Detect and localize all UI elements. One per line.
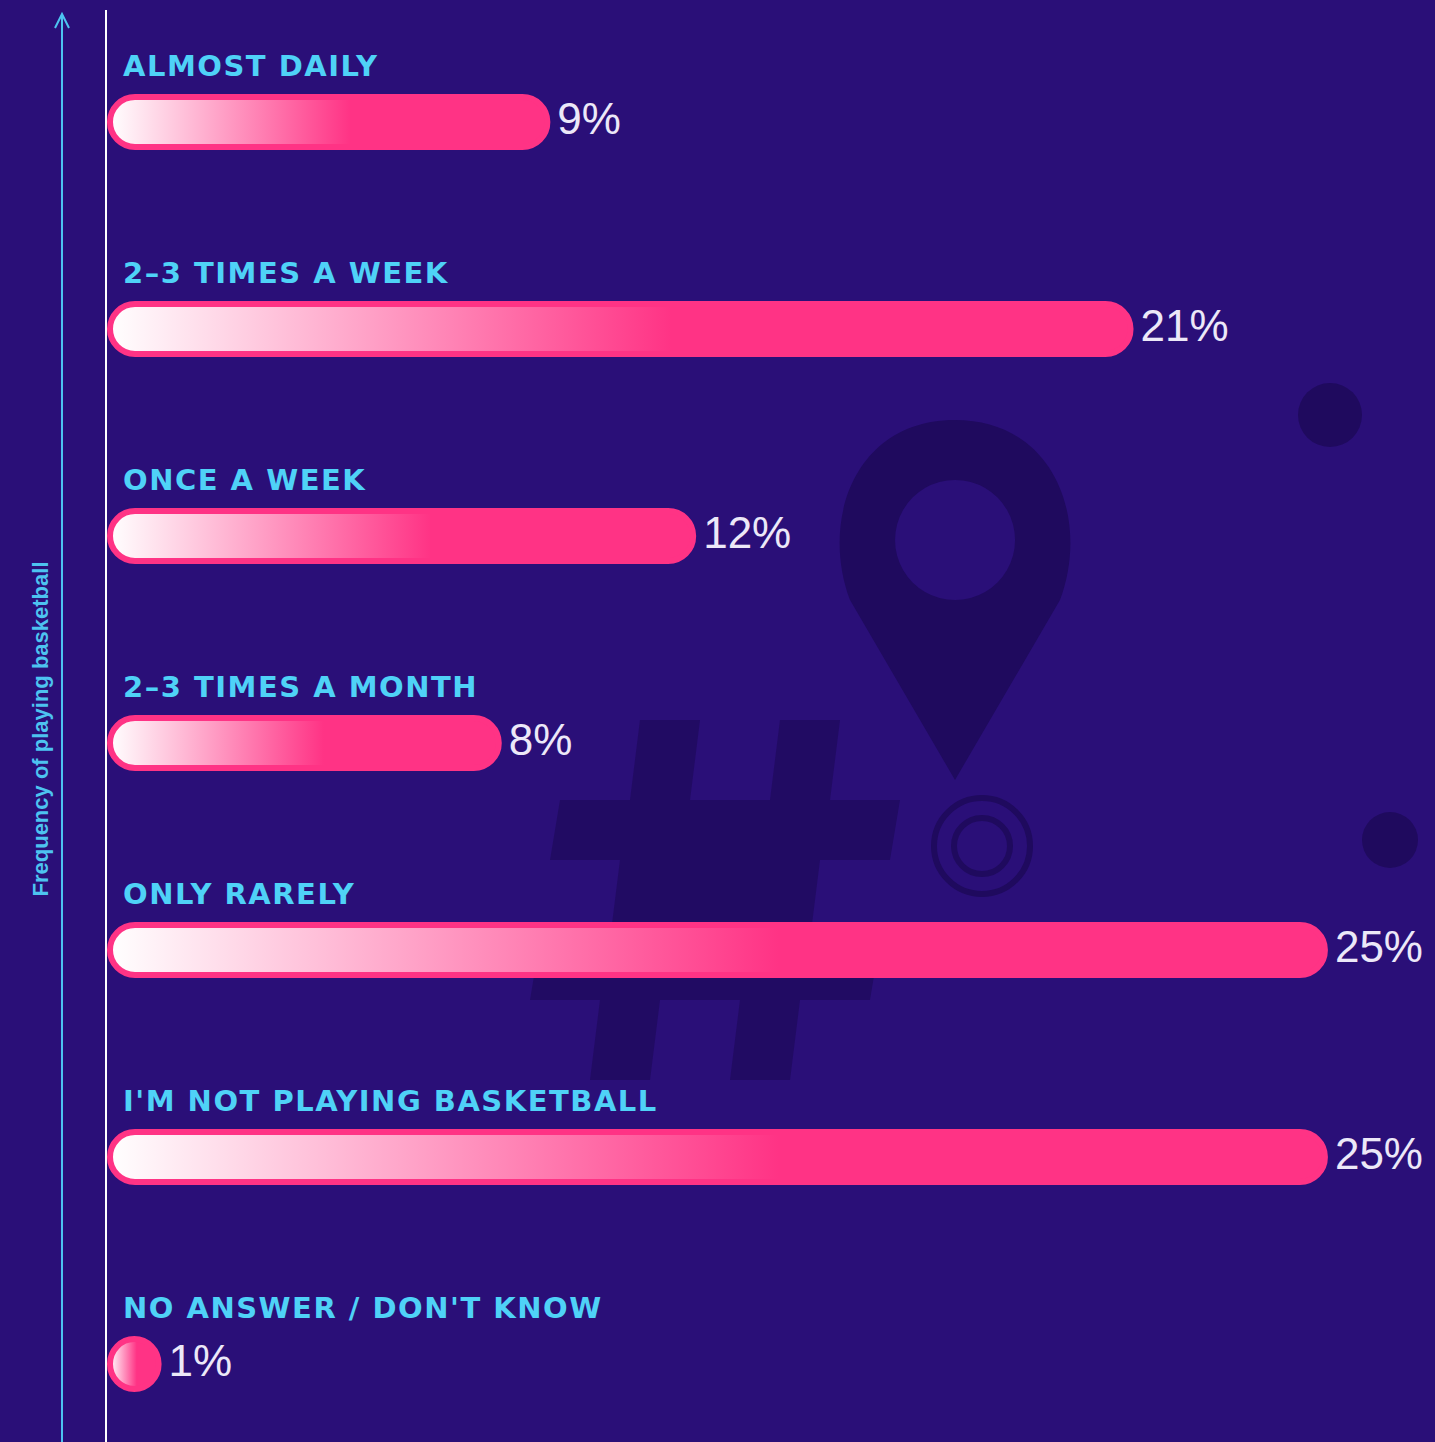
bar	[110, 511, 693, 561]
category-axis-line	[105, 10, 107, 1442]
chart: Frequency of playing basketball ALMOST DA…	[0, 0, 1435, 1442]
bar	[110, 925, 1325, 975]
axis-arrow	[61, 14, 63, 1442]
decoration-pin	[840, 420, 1071, 780]
axis-arrow-head	[55, 14, 69, 28]
bar	[110, 97, 547, 147]
data-label: 1%	[169, 1336, 233, 1385]
data-label: 21%	[1141, 301, 1229, 350]
bar	[110, 718, 499, 768]
category-label: NO ANSWER / DON'T KNOW	[123, 1291, 603, 1325]
category-label: ONLY RARELY	[123, 877, 355, 911]
data-label: 9%	[557, 94, 621, 143]
category-label: ONCE A WEEK	[123, 463, 366, 497]
category-label: 2–3 TIMES A MONTH	[123, 670, 478, 704]
data-label: 8%	[509, 715, 573, 764]
bar	[110, 304, 1131, 354]
bars	[110, 97, 1325, 1389]
background	[0, 0, 1435, 1442]
category-label: ALMOST DAILY	[123, 49, 378, 83]
data-label: 25%	[1335, 922, 1423, 971]
decoration-ring	[954, 818, 1010, 874]
category-label: I'M NOT PLAYING BASKETBALL	[123, 1084, 658, 1118]
decoration-circle	[1362, 812, 1418, 868]
data-label: 12%	[703, 508, 791, 557]
decoration-ring	[934, 798, 1030, 894]
axis-title: Frequency of playing basketball	[28, 562, 53, 897]
bar	[110, 1132, 1325, 1182]
category-label: 2–3 TIMES A WEEK	[123, 256, 449, 290]
decoration-circle	[1298, 383, 1362, 447]
decoration-hash	[530, 720, 900, 1080]
bar	[110, 1339, 159, 1389]
data-label: 25%	[1335, 1129, 1423, 1178]
data-labels: 9% 21% 12% 8% 25% 25% 1%	[169, 94, 1423, 1385]
